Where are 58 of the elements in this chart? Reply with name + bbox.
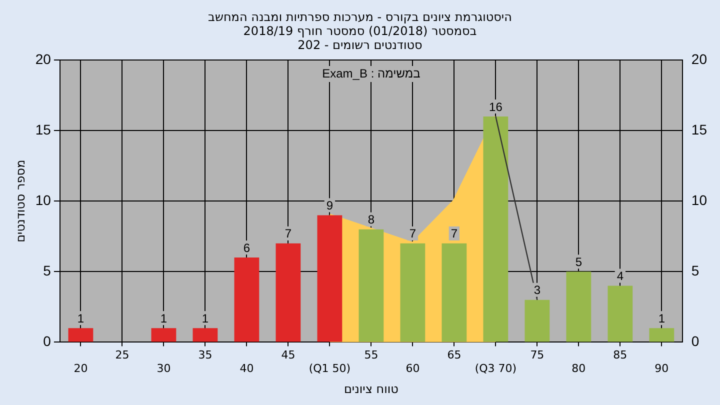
x-tick-label: 25 xyxy=(115,348,130,362)
y2-tick-label: 0 xyxy=(691,333,700,350)
bar xyxy=(234,258,260,342)
x-tick-label: 40 xyxy=(240,362,254,375)
data-label: 1 xyxy=(658,311,666,326)
data-label: 6 xyxy=(243,240,250,255)
data-label: 16 xyxy=(489,100,503,114)
bar xyxy=(649,328,674,342)
x-tick-label: 90 xyxy=(654,362,669,375)
bar xyxy=(317,215,342,342)
bar xyxy=(68,328,94,342)
data-label: 7 xyxy=(284,226,292,241)
y2-tick-label: 10 xyxy=(691,192,708,208)
x-tick-label: 85 xyxy=(613,348,628,362)
chart-title: היסטוגרמת ציונים בקורס - מערכות ספרתיות ומבנה המחשב xyxy=(207,10,513,24)
bar xyxy=(151,328,176,342)
data-label: 5 xyxy=(575,254,582,269)
bar xyxy=(524,300,550,342)
data-label: 1 xyxy=(77,311,84,326)
y2-tick-label: 20 xyxy=(691,50,708,67)
bar xyxy=(276,243,301,342)
y-tick-label: 10 xyxy=(35,192,52,208)
y-tick-label: 5 xyxy=(43,262,52,279)
data-label: 7 xyxy=(409,226,416,241)
x-tick-label: 75 xyxy=(530,348,544,362)
bar xyxy=(400,243,426,342)
bar xyxy=(608,286,633,342)
x-tick-label: 20 xyxy=(74,362,88,375)
data-label: 8 xyxy=(368,212,375,227)
y-tick-label: 20 xyxy=(35,50,52,67)
x-tick-label: 65 xyxy=(447,348,462,362)
chart-subtitle: בסמסטר (01/2018) סמסטר חורף 2018/19 סטודנטים רשומים - 202 xyxy=(242,24,478,52)
y-tick-label: 15 xyxy=(35,121,52,138)
x-tick-label: 35 xyxy=(198,348,212,362)
data-label: 4 xyxy=(616,269,624,284)
data-label: 3 xyxy=(534,283,541,298)
data-label: 1 xyxy=(202,311,209,326)
bar xyxy=(192,328,218,342)
x-tick-label: 55 xyxy=(364,348,378,362)
bar xyxy=(442,243,467,342)
data-label: 7 xyxy=(450,226,458,241)
x-tick-label: 60 xyxy=(406,362,420,375)
y-axis-title: מספר סטודנטים xyxy=(13,160,28,242)
x-tick-label: (Q3 70) xyxy=(474,362,517,375)
bar xyxy=(483,116,508,342)
y2-tick-label: 5 xyxy=(691,262,700,279)
x-tick-label: 30 xyxy=(156,362,171,375)
bar xyxy=(358,229,384,342)
data-label: 9 xyxy=(326,198,334,213)
y2-tick-label: 15 xyxy=(691,121,708,138)
annotation: במשימה : Exam_B xyxy=(322,66,420,80)
bar xyxy=(566,272,592,342)
data-label: 1 xyxy=(160,311,168,326)
x-tick-label: (Q1 50) xyxy=(308,362,351,375)
x-axis-title: טווח ציונים xyxy=(344,382,399,396)
x-tick-label: 80 xyxy=(572,362,586,375)
y-tick-label: 0 xyxy=(43,333,52,350)
x-tick-label: 45 xyxy=(281,348,296,362)
